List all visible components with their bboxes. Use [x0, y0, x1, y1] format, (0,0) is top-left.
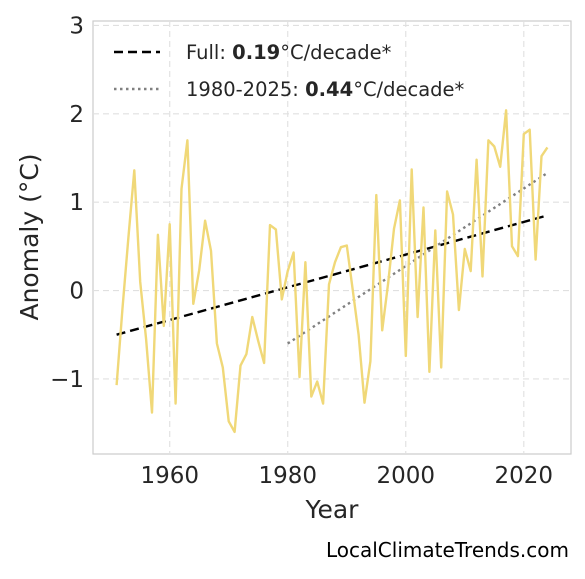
y-ticks: −1 0 1 2 3: [50, 13, 84, 392]
credit-text: LocalClimateTrends.com: [325, 538, 569, 562]
anomaly-series-line: [115, 109, 549, 434]
y-tick-label: −1: [50, 367, 84, 393]
y-tick-label: 2: [69, 102, 84, 128]
x-tick-label: 2020: [495, 463, 554, 489]
y-axis-label: Anomaly (°C): [15, 153, 44, 320]
legend-recent-label: 1980-2025: 0.44°C/decade*: [186, 78, 465, 101]
legend: Full: 0.19°C/decade*1980-2025: 0.44°C/de…: [114, 41, 465, 101]
x-tick-label: 2000: [376, 463, 435, 489]
legend-trend-unit: °C/decade*: [353, 78, 464, 101]
x-tick-label: 1960: [140, 463, 199, 489]
recent-trend-line: [287, 171, 549, 345]
full-trend-line: [116, 214, 548, 336]
legend-label-prefix: 1980-2025:: [186, 78, 305, 101]
x-ticks: 1960 1980 2000 2020: [140, 463, 553, 489]
y-tick-label: 1: [69, 190, 84, 216]
legend-full-label: Full: 0.19°C/decade*: [186, 41, 392, 64]
y-tick-label: 0: [69, 279, 84, 305]
legend-trend-unit: °C/decade*: [280, 41, 391, 64]
legend-label-prefix: Full:: [186, 41, 232, 64]
y-tick-label: 3: [69, 13, 84, 39]
legend-trend-value: 0.44: [305, 78, 353, 101]
grid: [93, 21, 571, 454]
x-axis-label: Year: [305, 495, 360, 524]
legend-trend-value: 0.19: [232, 41, 280, 64]
trend-lines: [116, 171, 549, 345]
plot-area: [92, 20, 572, 455]
x-tick-label: 1980: [258, 463, 317, 489]
series-layer: [115, 109, 549, 434]
